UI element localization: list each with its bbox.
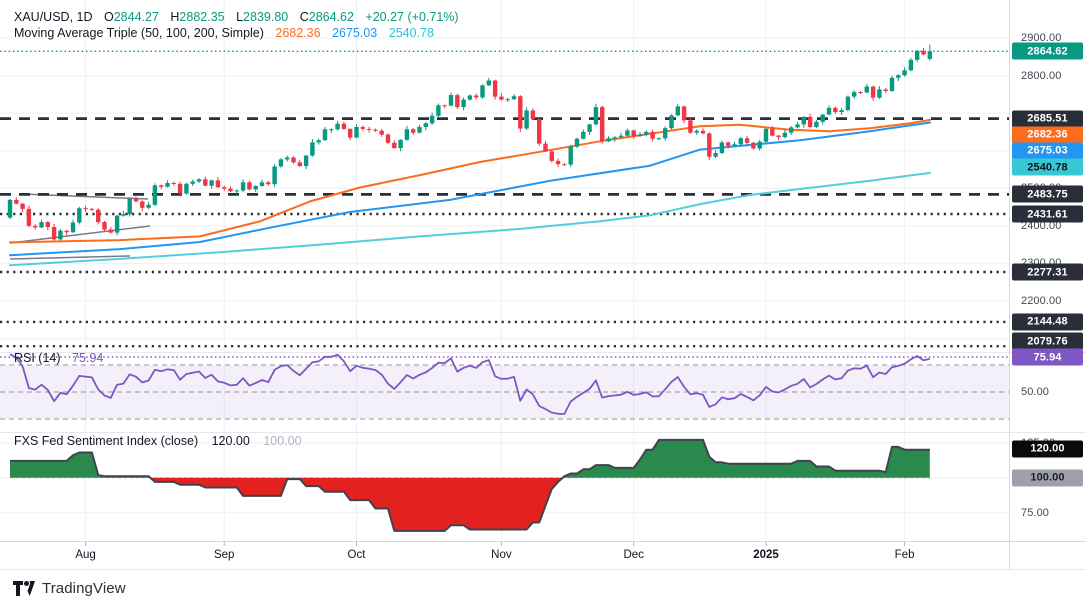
price-axis-label: 75.00 — [1021, 506, 1050, 519]
time-axis[interactable]: Aug Sep Oct Nov Dec 2025 Feb — [0, 542, 1086, 569]
time-axis-label: Dec — [623, 549, 644, 561]
tradingview-logo[interactable]: TradingView — [13, 580, 126, 597]
price-axis-badge: 120.00 — [1012, 440, 1083, 457]
price-axis-badge: 2079.76 — [1012, 332, 1083, 350]
legend: XAU/USD, 1D O2844.27 H2882.35 L2839.80 C… — [14, 9, 459, 41]
ma50-value: 2682.36 — [275, 26, 321, 40]
price-axis[interactable]: 2900.002800.002500.002400.002300.002200.… — [1010, 0, 1086, 569]
low-value: L2839.80 — [236, 10, 289, 24]
price-axis-badge: 2864.62 — [1012, 42, 1083, 60]
fxs-value: 120.00 — [211, 434, 250, 448]
price-axis-badge: 2431.61 — [1012, 205, 1083, 223]
fxs-legend-row[interactable]: FXS Fed Sentiment Index (close) 120.00 1… — [14, 434, 302, 448]
ma200-value: 2540.78 — [388, 26, 434, 40]
rsi-title: RSI (14) — [14, 351, 61, 365]
close-value: C2864.62 — [299, 10, 354, 24]
tradingview-mark-icon — [13, 581, 35, 596]
price-axis-badge: 2144.48 — [1012, 313, 1083, 331]
ma100-value: 2675.03 — [332, 26, 378, 40]
fxs-baseline-value: 100.00 — [263, 434, 302, 448]
price-axis-badge: 2682.36 — [1012, 126, 1083, 143]
symbol-legend-row[interactable]: XAU/USD, 1D O2844.27 H2882.35 L2839.80 C… — [14, 9, 459, 25]
time-axis-label: Nov — [491, 549, 512, 561]
price-axis-label: 50.00 — [1021, 386, 1050, 398]
change-value: +20.27 (+0.71%) — [365, 10, 459, 24]
time-axis-label: Feb — [894, 549, 915, 561]
price-axis-label: 2900.00 — [1021, 32, 1062, 44]
price-axis-badge: 2675.03 — [1012, 142, 1083, 159]
rsi-legend-row[interactable]: RSI (14) 75.94 — [14, 351, 103, 365]
time-axis-label: Aug — [75, 549, 96, 561]
fxs-title: FXS Fed Sentiment Index (close) — [14, 434, 199, 448]
high-value: H2882.35 — [170, 10, 225, 24]
footer: TradingView — [0, 570, 1086, 610]
ma-title: Moving Average Triple (50, 100, 200, Sim… — [14, 26, 264, 40]
ma-legend-row[interactable]: Moving Average Triple (50, 100, 200, Sim… — [14, 25, 459, 41]
rsi-value: 75.94 — [72, 351, 104, 365]
time-axis-label: Oct — [347, 549, 366, 561]
price-axis-badge: 2685.51 — [1012, 110, 1083, 128]
open-value: O2844.27 — [103, 10, 159, 24]
price-axis-badge: 75.94 — [1012, 348, 1083, 366]
price-axis-label: 2800.00 — [1021, 69, 1062, 82]
price-axis-badge: 2483.75 — [1012, 185, 1083, 203]
price-axis-badge: 2277.31 — [1012, 263, 1083, 281]
price-axis-badge: 100.00 — [1012, 469, 1083, 487]
price-axis-badge: 2540.78 — [1012, 158, 1083, 176]
time-axis-label: Sep — [213, 549, 235, 561]
price-axis-label: 2200.00 — [1021, 295, 1062, 307]
symbol-title: XAU/USD, 1D — [14, 10, 93, 24]
price-axis-label: 2400.00 — [1021, 219, 1062, 232]
time-axis-label: 2025 — [753, 549, 779, 561]
tradingview-brand-text: TradingView — [42, 580, 126, 597]
